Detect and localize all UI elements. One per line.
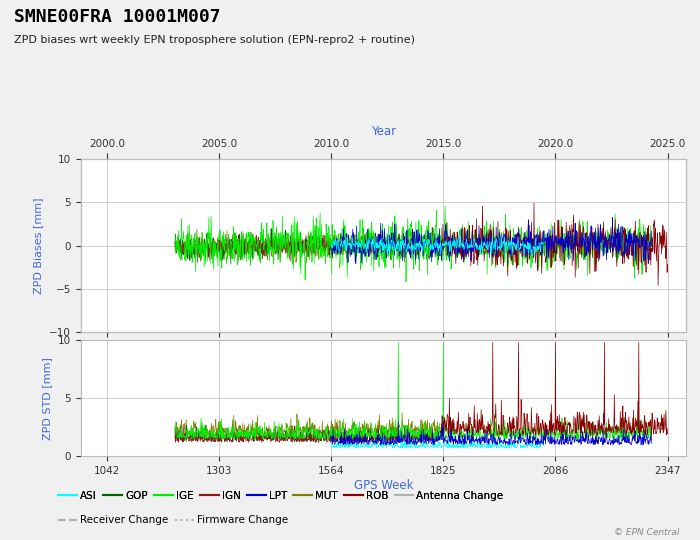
Text: © EPN Central: © EPN Central (614, 528, 679, 537)
Legend: Receiver Change, Firmware Change: Receiver Change, Firmware Change (54, 511, 292, 529)
X-axis label: Year: Year (371, 125, 395, 138)
X-axis label: GPS Week: GPS Week (354, 479, 413, 492)
Y-axis label: ZPD STD [mm]: ZPD STD [mm] (42, 357, 52, 440)
Text: SMNE00FRA 10001M007: SMNE00FRA 10001M007 (14, 8, 220, 26)
Text: ZPD biases wrt weekly EPN troposphere solution (EPN-repro2 + routine): ZPD biases wrt weekly EPN troposphere so… (14, 35, 415, 45)
Legend: ASI, GOP, IGE, IGN, LPT, MUT, ROB, Antenna Change: ASI, GOP, IGE, IGN, LPT, MUT, ROB, Anten… (54, 487, 508, 505)
Y-axis label: ZPD Biases [mm]: ZPD Biases [mm] (34, 198, 43, 294)
